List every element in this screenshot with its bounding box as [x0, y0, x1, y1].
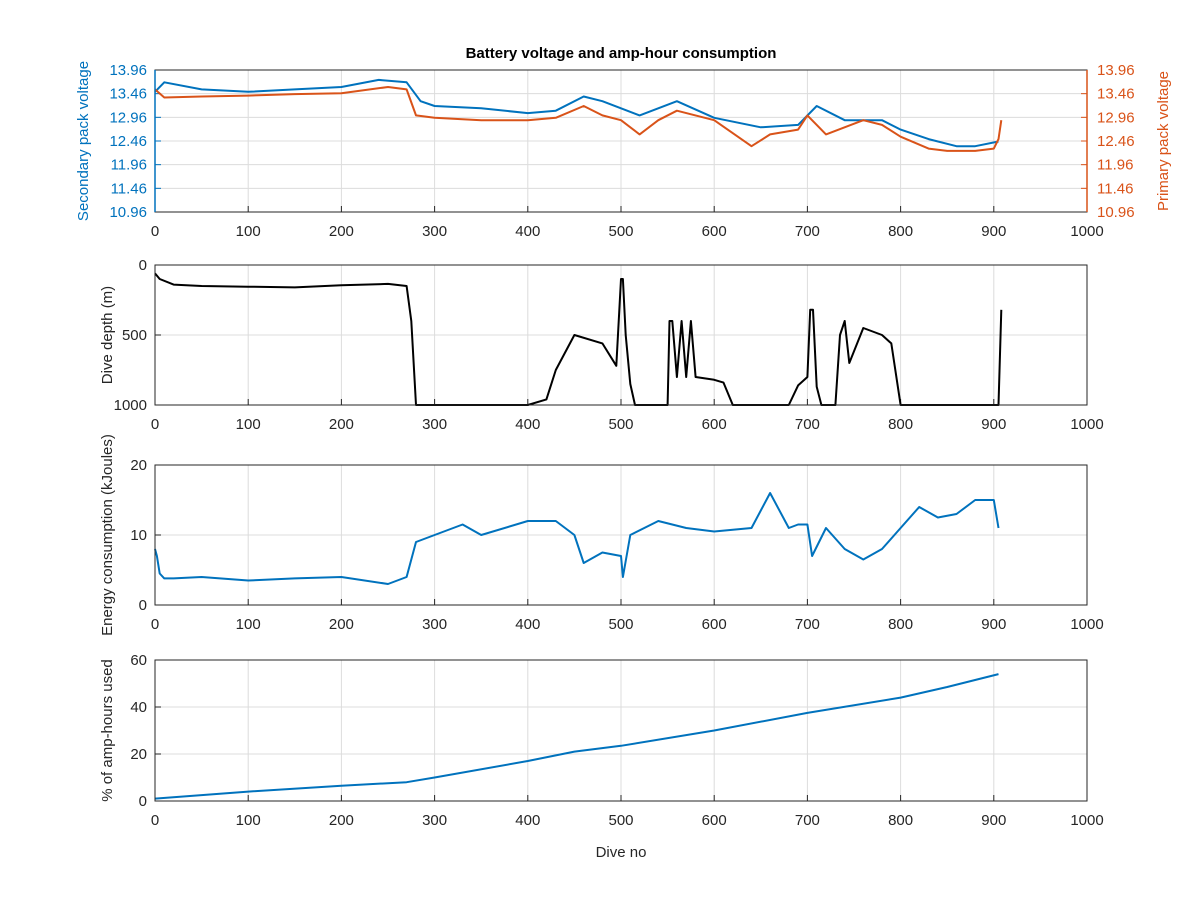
- y-tick-label: 500: [122, 327, 147, 344]
- series-line-1: [154, 492, 1000, 585]
- x-tick-label: 0: [151, 616, 159, 633]
- series-line-2: [154, 86, 1003, 152]
- y-right-tick-label: 12.46: [1097, 133, 1135, 150]
- x-tick-label: 900: [981, 812, 1006, 829]
- y-right-tick-label: 13.96: [1097, 62, 1135, 79]
- x-tick-label: 900: [981, 223, 1006, 240]
- x-tick-label: 800: [888, 812, 913, 829]
- y-tick-label: 0: [139, 793, 147, 810]
- x-tick-label: 600: [702, 416, 727, 433]
- x-tick-label: 200: [329, 616, 354, 633]
- y-right-tick-label: 13.46: [1097, 86, 1135, 103]
- x-tick-label: 500: [608, 223, 633, 240]
- series-line-1: [154, 673, 999, 800]
- y-tick-label: 13.46: [109, 86, 147, 103]
- y-tick-label: 12.96: [109, 109, 147, 126]
- y-axis-label: Energy consumption (kJoules): [99, 434, 116, 636]
- x-tick-label: 400: [515, 812, 540, 829]
- x-tick-label: 200: [329, 223, 354, 240]
- x-tick-label: 300: [422, 616, 447, 633]
- x-tick-label: 0: [151, 223, 159, 240]
- y-tick-label: 10: [130, 527, 147, 544]
- y-right-tick-label: 12.96: [1097, 109, 1135, 126]
- x-tick-label: 600: [702, 223, 727, 240]
- x-tick-label: 0: [151, 416, 159, 433]
- x-tick-label: 600: [702, 616, 727, 633]
- axes-box: [154, 659, 1088, 802]
- y-tick-label: 0: [139, 257, 147, 274]
- x-tick-label: 900: [981, 616, 1006, 633]
- x-tick-label: 1000: [1070, 223, 1103, 240]
- y-tick-label: 11.46: [111, 180, 147, 197]
- y-axis-label-right: Primary pack voltage: [1155, 71, 1172, 211]
- y-axis-label: Dive depth (m): [99, 286, 116, 384]
- y-tick-label: 20: [130, 457, 147, 474]
- x-tick-label: 500: [608, 616, 633, 633]
- x-tick-label: 700: [795, 416, 820, 433]
- x-tick-label: 900: [981, 416, 1006, 433]
- x-tick-label: 100: [236, 223, 261, 240]
- y-right-tick-label: 10.96: [1097, 204, 1135, 221]
- x-tick-label: 200: [329, 416, 354, 433]
- subplot-3: 0 100 200 300 400 500 600 700 800 900 1000 0 10 20 Ene…: [99, 434, 1104, 636]
- y-axis-label-left: Secondary pack voltage: [75, 61, 92, 221]
- x-axis-label: Dive no: [596, 844, 647, 861]
- chart-title: Battery voltage and amp-hour consumption: [466, 45, 777, 62]
- y-right-tick-label: 11.46: [1097, 180, 1133, 197]
- x-tick-label: 100: [236, 416, 261, 433]
- x-tick-label: 100: [236, 616, 261, 633]
- x-tick-label: 700: [795, 616, 820, 633]
- y-tick-label: 40: [130, 699, 147, 716]
- y-tick-label: 10.96: [109, 204, 147, 221]
- y-tick-label: 1000: [114, 397, 147, 414]
- series-line-1: [154, 78, 999, 148]
- subplot-2: 0 100 200 300 400 500 600 700 800 900 100005001000…: [99, 257, 1104, 433]
- x-tick-label: 100: [236, 812, 261, 829]
- y-axis-label: % of amp-hours used: [99, 659, 116, 802]
- subplot-4: 0 100 200 300 400 500 600 700 800 900 1000 0 20 40 60%…: [99, 652, 1104, 829]
- x-tick-label: 1000: [1070, 416, 1103, 433]
- y-tick-label: 0: [139, 597, 147, 614]
- x-tick-label: 300: [422, 812, 447, 829]
- x-tick-label: 400: [515, 223, 540, 240]
- x-tick-label: 700: [795, 223, 820, 240]
- axes-box: [154, 464, 1088, 606]
- x-tick-label: 400: [515, 616, 540, 633]
- x-tick-label: 300: [422, 416, 447, 433]
- series-line-1: [154, 272, 1003, 406]
- x-tick-label: 400: [515, 416, 540, 433]
- axes-box: [154, 264, 1088, 406]
- x-tick-label: 300: [422, 223, 447, 240]
- x-tick-label: 600: [702, 812, 727, 829]
- x-tick-label: 1000: [1070, 812, 1103, 829]
- x-tick-label: 500: [608, 416, 633, 433]
- x-tick-label: 700: [795, 812, 820, 829]
- y-tick-label: 60: [130, 652, 147, 669]
- x-tick-label: 1000: [1070, 616, 1103, 633]
- x-tick-label: 800: [888, 223, 913, 240]
- x-tick-label: 800: [888, 616, 913, 633]
- x-tick-label: 500: [608, 812, 633, 829]
- y-tick-label: 12.46: [109, 133, 147, 150]
- x-tick-label: 0: [151, 812, 159, 829]
- y-tick-label: 13.96: [109, 62, 147, 79]
- y-right-tick-label: 11.96: [1097, 157, 1133, 174]
- x-tick-label: 200: [329, 812, 354, 829]
- y-tick-label: 11.96: [111, 157, 147, 174]
- x-tick-label: 800: [888, 416, 913, 433]
- subplot-1: 0 100 200 300 400 500 600 700 800 900 1000 10.96 11.…: [75, 61, 1172, 240]
- y-tick-label: 20: [130, 746, 147, 763]
